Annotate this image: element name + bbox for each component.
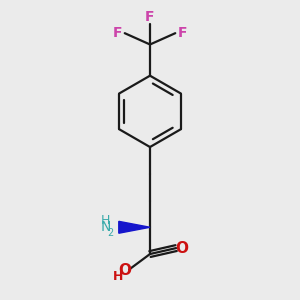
Polygon shape: [119, 221, 150, 233]
Text: 2: 2: [108, 228, 114, 238]
Text: H: H: [113, 269, 123, 283]
Text: O: O: [118, 263, 131, 278]
Text: F: F: [145, 10, 155, 24]
Text: H: H: [101, 214, 110, 227]
Text: N: N: [100, 220, 111, 234]
Text: F: F: [112, 26, 122, 40]
Text: F: F: [178, 26, 188, 40]
Text: O: O: [176, 241, 189, 256]
